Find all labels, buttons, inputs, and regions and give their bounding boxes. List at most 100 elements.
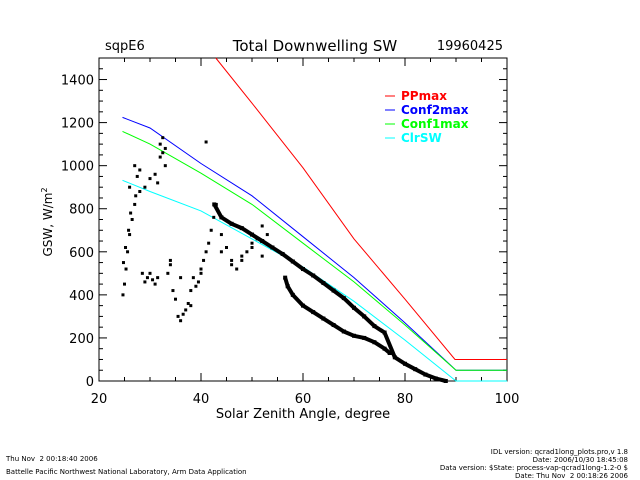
observed-point [270, 245, 275, 250]
observed-point [130, 218, 134, 221]
observed-point [153, 282, 157, 286]
observed-point [250, 232, 254, 237]
observed-point [372, 324, 377, 329]
observed-point [311, 273, 316, 278]
observed-point [235, 267, 239, 271]
observed-point [245, 250, 249, 254]
observed-point [362, 335, 367, 340]
observed-point [138, 190, 142, 194]
footer-timestamp: Thu Nov 2 00:18:40 2006 [6, 455, 98, 463]
y-tick-label: 400 [69, 289, 94, 304]
y-tick-label: 1200 [61, 117, 94, 132]
observed-point [179, 319, 183, 323]
observed-point [202, 258, 206, 262]
observed-point [321, 281, 326, 286]
observed-point [135, 174, 139, 178]
observed-point [151, 278, 155, 282]
observed-point [280, 251, 285, 256]
legend-label: ClrSW [401, 131, 442, 145]
observed-point [174, 297, 177, 301]
observed-point [250, 245, 254, 249]
observed-point [240, 258, 244, 262]
x-tick-label: 100 [495, 392, 520, 407]
observed-point [189, 304, 193, 308]
observed-point [290, 259, 295, 264]
observed-point [199, 267, 203, 271]
observed-point [158, 142, 162, 146]
observed-point [331, 323, 336, 328]
observed-point [341, 296, 346, 301]
y-tick-label: 0 [86, 375, 94, 390]
observed-point [128, 185, 132, 189]
observed-point [128, 233, 132, 237]
y-tick-label: 1000 [61, 160, 94, 175]
observed-point [433, 376, 438, 381]
observed-point [255, 237, 259, 241]
observed-point [240, 254, 244, 258]
observed-point [168, 263, 172, 267]
y-tick-label: 600 [69, 246, 94, 261]
observed-point [362, 314, 367, 319]
observed-point [443, 379, 448, 383]
x-tick-label: 60 [295, 392, 312, 407]
observed-point [121, 261, 125, 265]
y-tick-label: 200 [69, 332, 94, 347]
y-tick-label: 800 [69, 203, 94, 218]
series-line-clrsw [122, 179, 507, 382]
observed-point [181, 312, 185, 316]
x-tick-label: 20 [91, 392, 108, 407]
observed-point [161, 136, 165, 140]
footer-idl-version: IDL version: qcrad1long_plots.pro,v 1.8 [490, 448, 628, 456]
observed-point [229, 221, 234, 226]
observed-point [392, 355, 397, 360]
x-axis-label: Solar Zenith Angle, degree [216, 407, 390, 422]
observed-point [352, 305, 356, 310]
observed-point [382, 330, 387, 335]
observed-point [176, 314, 180, 318]
legend-label: Conf1max [401, 117, 469, 131]
observed-point [133, 202, 137, 206]
observed-point [321, 316, 326, 321]
observed-point [239, 226, 244, 231]
observed-point [290, 292, 295, 297]
observed-point [163, 164, 167, 168]
observed-point [219, 215, 224, 220]
observed-point [134, 194, 138, 198]
observed-point [311, 310, 316, 315]
observed-point [301, 303, 305, 308]
observed-point [265, 233, 269, 237]
observed-point [423, 372, 428, 377]
observed-point [163, 146, 167, 150]
observed-point [250, 241, 254, 245]
observed-point [413, 367, 418, 372]
observed-point [189, 289, 193, 293]
observed-point [184, 308, 188, 312]
observed-point [124, 245, 128, 249]
footer-organization: Battelle Pacific Northwest National Labo… [6, 468, 247, 476]
series-line-ppmax [215, 57, 507, 360]
observed-point [382, 346, 387, 351]
legend-label: PPmax [401, 89, 447, 103]
observed-point [230, 258, 234, 262]
observed-point [121, 293, 125, 297]
observed-point [372, 340, 377, 345]
observed-point [148, 271, 152, 275]
observed-point [230, 263, 234, 267]
series-line-conf2max [122, 116, 507, 371]
observed-point [156, 276, 160, 280]
y-axis-label: GSW, W/m2 [40, 187, 55, 256]
observed-points [121, 136, 448, 383]
observed-point [140, 271, 144, 275]
date-label: 19960425 [437, 39, 503, 54]
chart-title: Total Downwelling SW [232, 37, 398, 55]
observed-point [403, 361, 407, 366]
observed-point [387, 351, 392, 356]
observed-point [171, 289, 175, 293]
observed-point [219, 250, 223, 254]
observed-point [145, 276, 149, 280]
y-axis-label-group: GSW, W/m2 [40, 187, 55, 256]
observed-point [191, 276, 195, 280]
observed-point [204, 140, 208, 144]
